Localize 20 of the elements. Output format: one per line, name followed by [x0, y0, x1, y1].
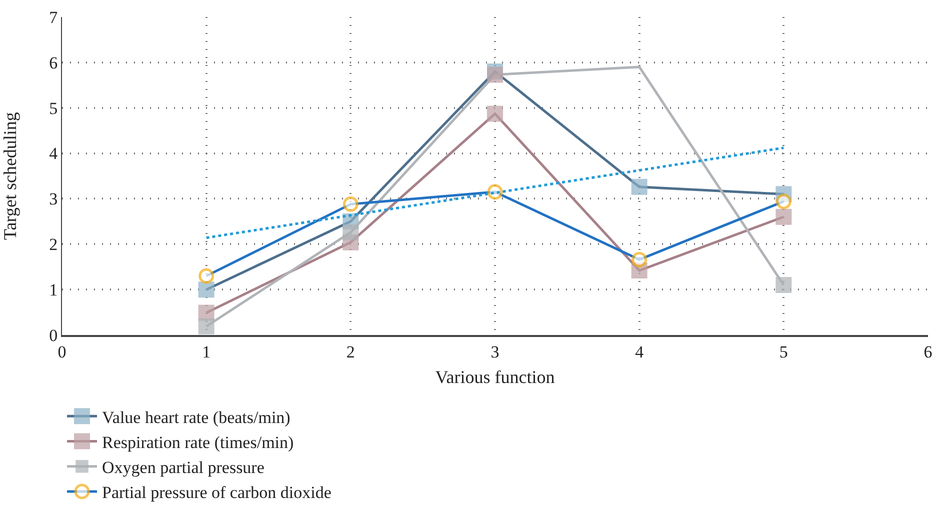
x-tick-label: 5 [779, 342, 788, 362]
y-tick-label: 6 [49, 53, 58, 72]
x-tick-label: 4 [635, 342, 644, 362]
x-tick-label: 3 [490, 342, 500, 362]
legend-label: Value heart rate (beats/min) [102, 408, 290, 427]
y-tick-label: 2 [49, 235, 58, 254]
x-tick-label: 6 [924, 342, 932, 362]
y-tick-label: 0 [49, 326, 58, 345]
x-tick-label: 1 [202, 342, 211, 362]
legend-label: Respiration rate (times/min) [102, 432, 294, 452]
x-axis-title: Various function [435, 367, 555, 387]
legend-label: Partial pressure of carbon dioxide [102, 483, 332, 502]
y-tick-label: 4 [49, 144, 58, 164]
y-tick-label: 1 [49, 280, 58, 300]
x-tick-label: 2 [346, 342, 355, 362]
y-axis-title: Target scheduling [0, 112, 20, 240]
y-tick-label: 3 [49, 190, 58, 209]
legend-label: Oxygen partial pressure [102, 458, 264, 477]
y-tick-label: 7 [49, 8, 58, 27]
y-tick-label: 5 [49, 98, 58, 118]
